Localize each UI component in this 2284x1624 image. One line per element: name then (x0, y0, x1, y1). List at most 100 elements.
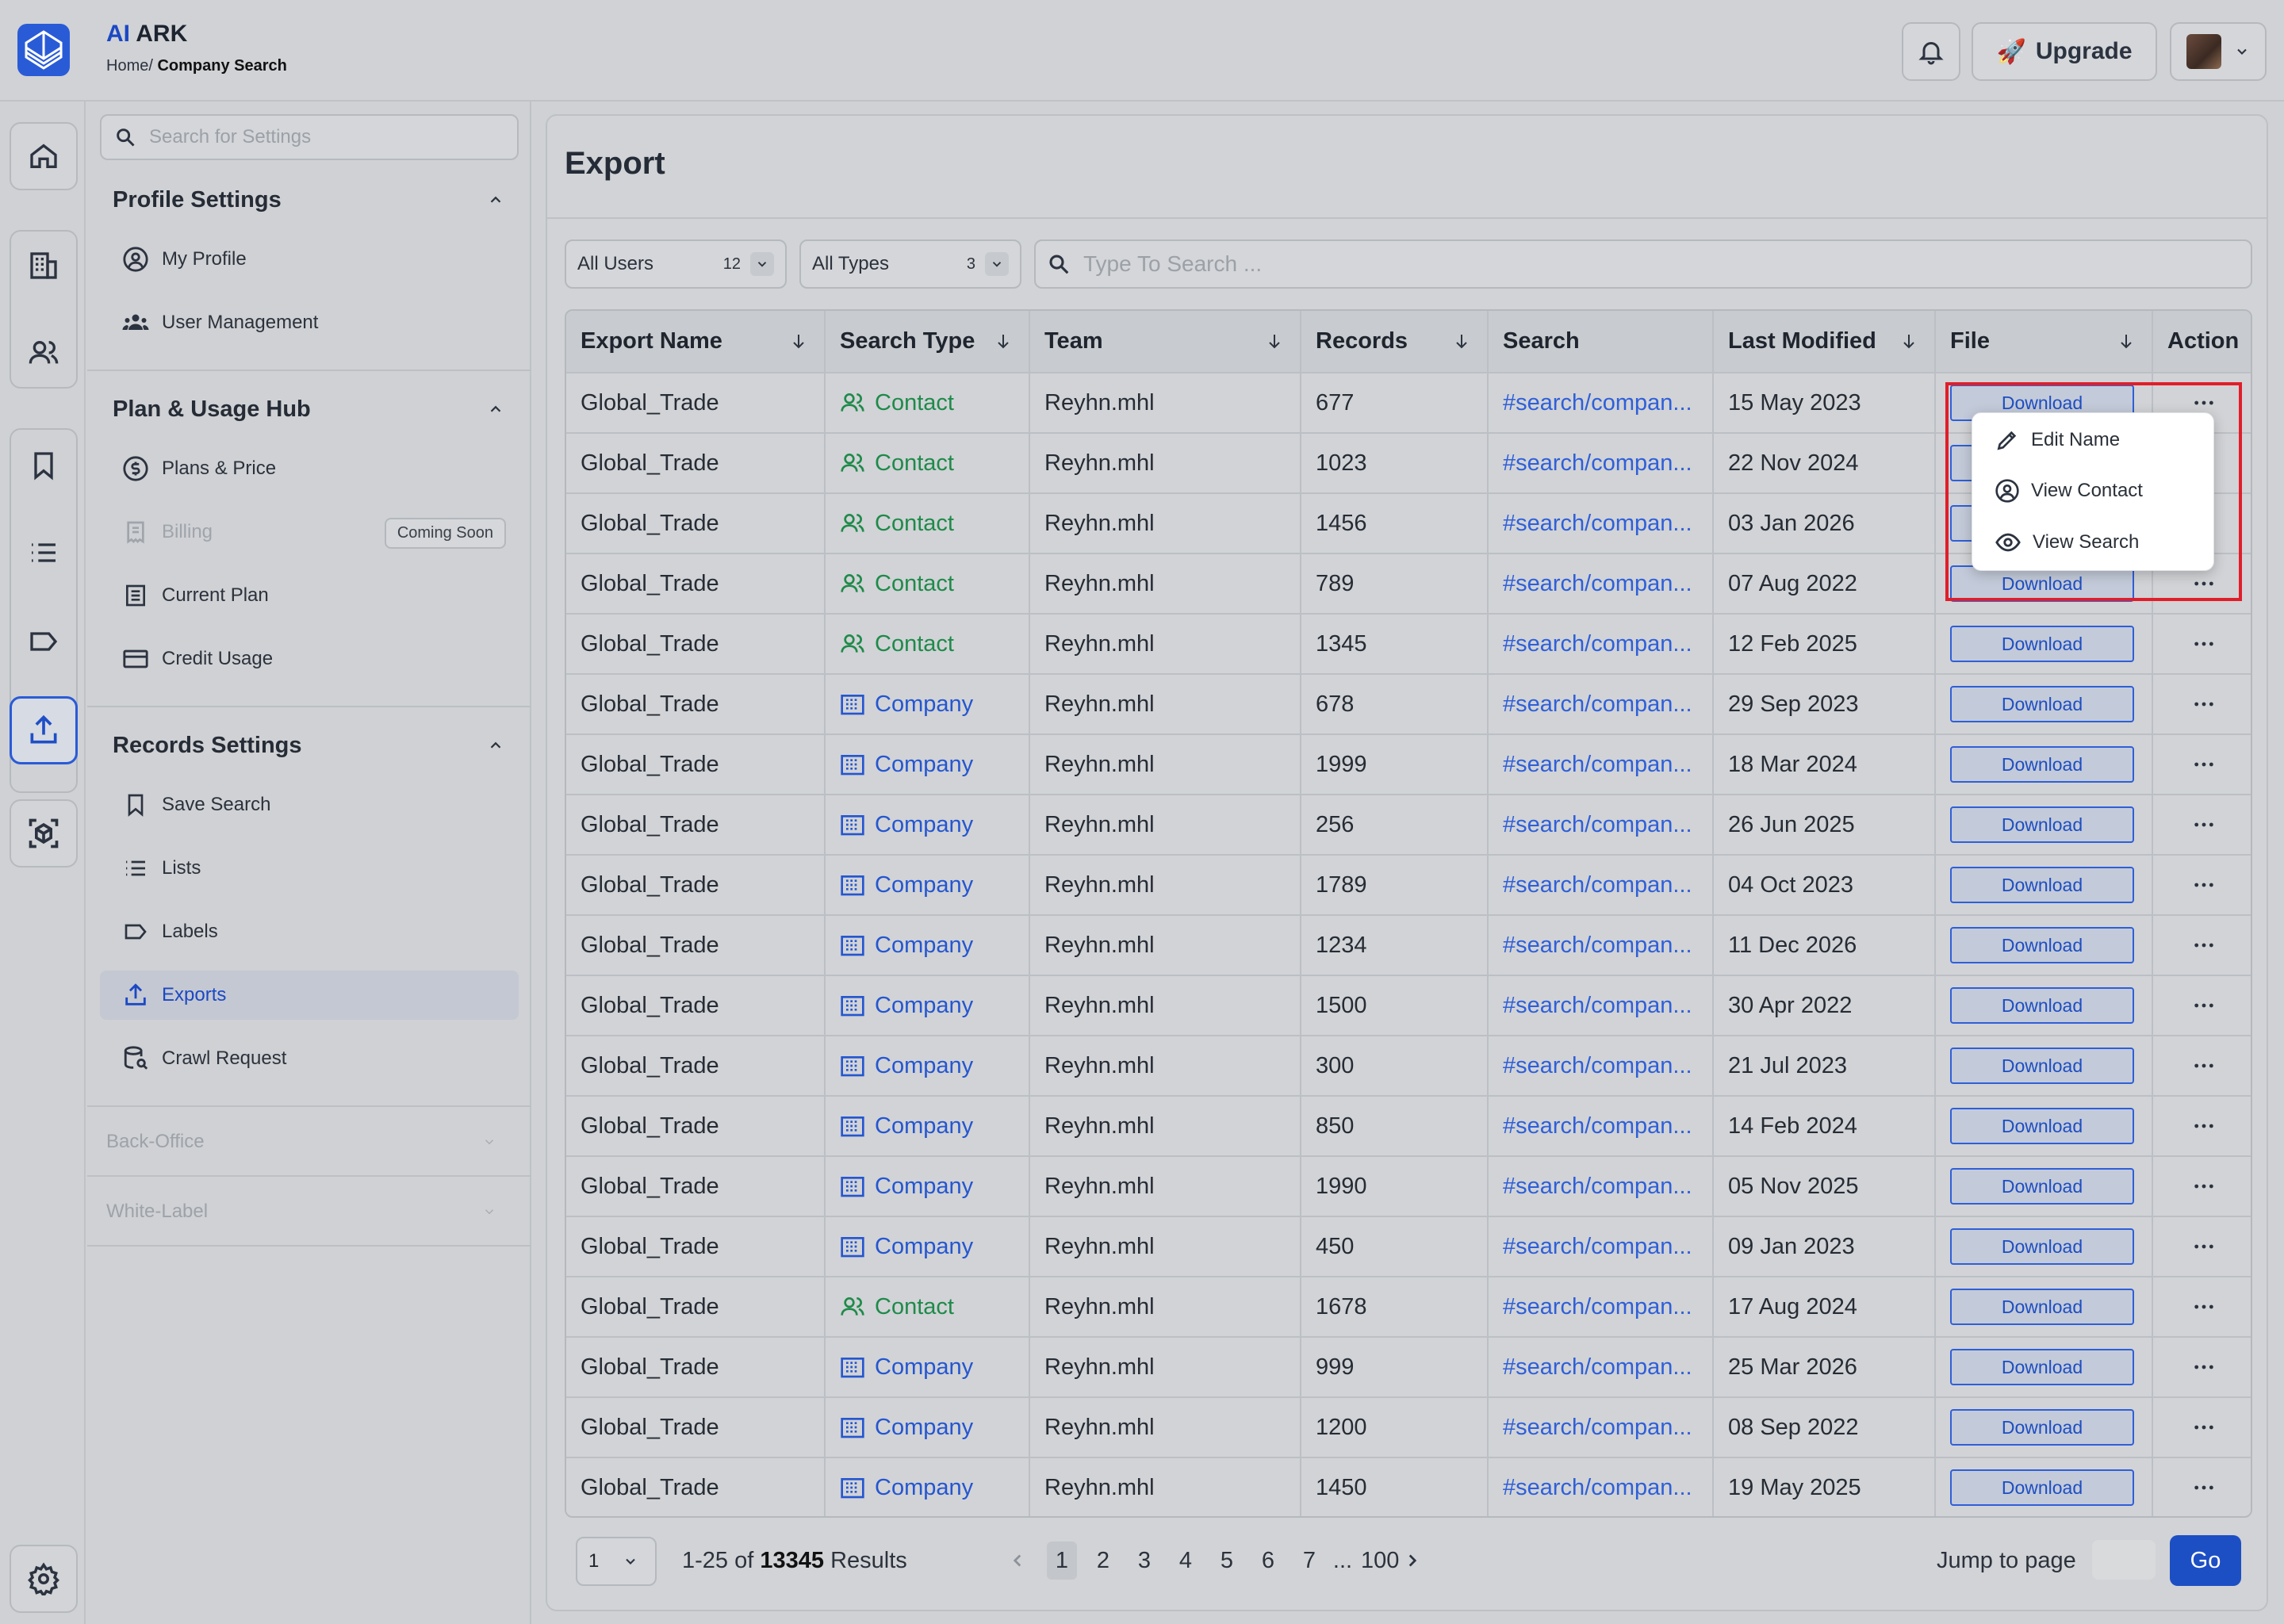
row-action-button[interactable] (2167, 1475, 2240, 1500)
row-action-button[interactable] (2167, 752, 2240, 777)
search-link[interactable]: #search/compan... (1503, 1414, 1692, 1440)
page-button[interactable]: 100 (1361, 1547, 1400, 1573)
col-search-type[interactable]: Search Type (825, 311, 1030, 373)
nav-credit-usage[interactable]: Credit Usage (100, 634, 519, 684)
search-link[interactable]: #search/compan... (1503, 751, 1692, 777)
row-action-button[interactable] (2167, 872, 2240, 898)
nav-user-management[interactable]: User Management (100, 298, 519, 347)
cell-search-link[interactable]: #search/compan... (1488, 493, 1714, 554)
row-action-button[interactable] (2167, 1174, 2240, 1199)
cell-search-link[interactable]: #search/compan... (1488, 1337, 1714, 1398)
page-button[interactable]: 2 (1096, 1547, 1110, 1573)
download-button[interactable]: Download (1950, 1289, 2134, 1325)
row-action-button[interactable] (2167, 1234, 2240, 1259)
nav-plans-price[interactable]: Plans & Price (100, 444, 519, 493)
sort-arrow-icon[interactable] (1899, 331, 1918, 350)
cell-search-link[interactable]: #search/compan... (1488, 975, 1714, 1036)
rail-crawl[interactable] (10, 799, 78, 868)
rail-contacts[interactable] (10, 319, 78, 387)
row-action-button[interactable] (2167, 1354, 2240, 1380)
rail-companies[interactable] (10, 232, 78, 300)
nav-exports[interactable]: Exports (100, 971, 519, 1020)
row-action-button[interactable] (2167, 1415, 2240, 1440)
download-button[interactable]: Download (1950, 1048, 2134, 1084)
app-logo[interactable] (17, 24, 70, 76)
rail-exports[interactable] (10, 696, 78, 764)
search-link[interactable]: #search/compan... (1503, 1354, 1692, 1380)
chevron-up-icon[interactable] (482, 396, 509, 423)
menu-view-search[interactable]: View Search (1995, 529, 2139, 556)
row-action-button[interactable] (2167, 691, 2240, 717)
col-export-name[interactable]: Export Name (566, 311, 826, 373)
row-action-button[interactable] (2167, 390, 2240, 416)
menu-edit-name[interactable]: Edit Name (1995, 427, 2120, 453)
search-link[interactable]: #search/compan... (1503, 871, 1692, 898)
download-button[interactable]: Download (1950, 686, 2134, 722)
next-page-button[interactable] (1397, 1542, 1428, 1580)
search-link[interactable]: #search/compan... (1503, 1052, 1692, 1078)
page-button[interactable]: 4 (1178, 1547, 1193, 1573)
cell-search-link[interactable]: #search/compan... (1488, 1216, 1714, 1277)
download-button[interactable]: Download (1950, 1228, 2134, 1265)
nav-labels[interactable]: Labels (100, 907, 519, 956)
breadcrumb-home[interactable]: Home/ (106, 57, 153, 75)
row-action-button[interactable] (2167, 812, 2240, 837)
search-link[interactable]: #search/compan... (1503, 691, 1692, 717)
download-button[interactable]: Download (1950, 1349, 2134, 1385)
search-link[interactable]: #search/compan... (1503, 1113, 1692, 1139)
jump-to-page-input[interactable] (2092, 1540, 2156, 1580)
cell-search-link[interactable]: #search/compan... (1488, 614, 1714, 675)
table-search-input[interactable] (1082, 251, 2176, 278)
cell-search-link[interactable]: #search/compan... (1488, 674, 1714, 735)
page-button[interactable]: 6 (1261, 1547, 1275, 1573)
row-action-button[interactable] (2167, 993, 2240, 1018)
nav-my-profile[interactable]: My Profile (100, 235, 519, 284)
rail-home[interactable] (10, 122, 78, 190)
sort-arrow-icon[interactable] (1265, 331, 1284, 350)
download-button[interactable]: Download (1950, 565, 2134, 602)
cell-search-link[interactable]: #search/compan... (1488, 855, 1714, 916)
row-action-button[interactable] (2167, 631, 2240, 657)
col-team[interactable]: Team (1029, 311, 1301, 373)
search-link[interactable]: #search/compan... (1503, 1293, 1692, 1320)
search-link[interactable]: #search/compan... (1503, 389, 1692, 416)
cell-search-link[interactable]: #search/compan... (1488, 1397, 1714, 1458)
search-link[interactable]: #search/compan... (1503, 570, 1692, 596)
settings-search[interactable] (100, 114, 519, 160)
section-plan-usage[interactable]: Plan & Usage Hub (113, 393, 509, 425)
types-filter[interactable]: All Types 3 (799, 239, 1021, 289)
cell-search-link[interactable]: #search/compan... (1488, 433, 1714, 494)
page-size-select[interactable]: 1 (576, 1537, 657, 1586)
search-link[interactable]: #search/compan... (1503, 510, 1692, 536)
nav-current-plan[interactable]: Current Plan (100, 571, 519, 620)
download-button[interactable]: Download (1950, 987, 2134, 1024)
settings-search-input[interactable] (148, 125, 496, 149)
search-link[interactable]: #search/compan... (1503, 630, 1692, 657)
download-button[interactable]: Download (1950, 626, 2134, 662)
cell-search-link[interactable]: #search/compan... (1488, 373, 1714, 434)
nav-save-search[interactable]: Save Search (100, 780, 519, 829)
sort-arrow-icon[interactable] (789, 331, 808, 350)
cell-search-link[interactable]: #search/compan... (1488, 915, 1714, 976)
download-button[interactable]: Download (1950, 1108, 2134, 1144)
profile-menu-button[interactable] (2170, 22, 2267, 81)
search-link[interactable]: #search/compan... (1503, 1173, 1692, 1199)
prev-page-button[interactable] (1002, 1542, 1033, 1580)
table-search[interactable] (1034, 239, 2252, 289)
download-button[interactable]: Download (1950, 1469, 2134, 1506)
download-button[interactable]: Download (1950, 1168, 2134, 1205)
cell-search-link[interactable]: #search/compan... (1488, 1096, 1714, 1157)
page-button[interactable]: 7 (1302, 1547, 1316, 1573)
cell-search-link[interactable]: #search/compan... (1488, 795, 1714, 856)
col-file[interactable]: File (1935, 311, 2153, 373)
download-button[interactable]: Download (1950, 927, 2134, 963)
download-button[interactable]: Download (1950, 867, 2134, 903)
col-last-modified[interactable]: Last Modified (1713, 311, 1936, 373)
section-profile-settings[interactable]: Profile Settings (113, 184, 509, 216)
sort-arrow-icon[interactable] (2117, 331, 2136, 350)
search-link[interactable]: #search/compan... (1503, 932, 1692, 958)
nav-lists[interactable]: Lists (100, 844, 519, 893)
users-filter[interactable]: All Users 12 (565, 239, 787, 289)
search-link[interactable]: #search/compan... (1503, 450, 1692, 476)
chevron-up-icon[interactable] (482, 732, 509, 759)
